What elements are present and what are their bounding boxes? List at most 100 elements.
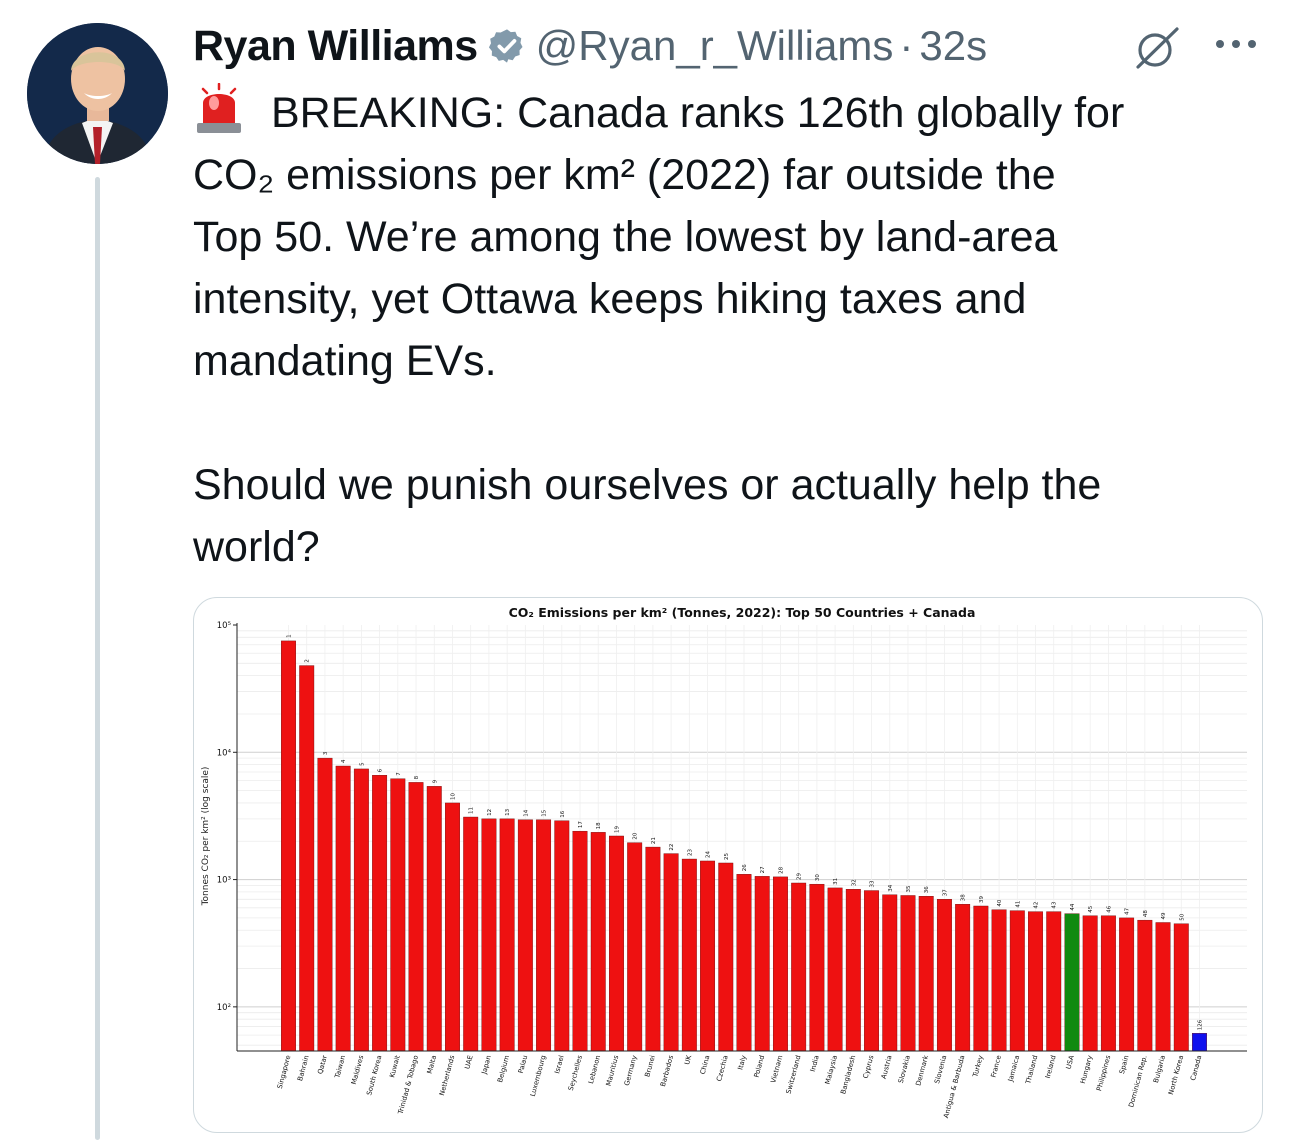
- bar-rank-label: 32: [851, 879, 857, 886]
- bar-jamaica: [1009, 910, 1025, 1052]
- tweet-question-line-2: world?: [193, 523, 320, 571]
- bar-rank-label: 11: [469, 807, 475, 814]
- x-tick-label: Thailand: [1024, 1054, 1040, 1085]
- x-tick-label: Hungary: [1079, 1054, 1094, 1084]
- more-options-icon[interactable]: [1212, 32, 1260, 56]
- x-tick-label: Palau: [517, 1054, 529, 1074]
- bar-singapore: [281, 640, 296, 1052]
- bar-rank-label: 26: [742, 864, 748, 871]
- bar-rank-label: 1: [287, 634, 293, 638]
- x-tick-label: Dominican Rep.: [1127, 1054, 1149, 1108]
- x-tick-label: Vietnam: [769, 1054, 784, 1084]
- tweet-question-line-1: Should we punish ourselves or actually h…: [193, 461, 1102, 509]
- x-tick-label: Qatar: [316, 1054, 329, 1075]
- x-tick-label: Jamaica: [1006, 1054, 1021, 1083]
- bar-seychelles: [572, 830, 588, 1052]
- bar-japan: [481, 818, 497, 1052]
- bar-bulgaria: [1155, 922, 1171, 1052]
- x-tick-label: Czechia: [715, 1054, 730, 1082]
- x-tick-label: Lebanon: [587, 1054, 602, 1084]
- bar-rank-label: 29: [797, 872, 803, 879]
- author-handle[interactable]: @Ryan_r_Williams: [535, 22, 894, 69]
- bar-italy: [736, 874, 752, 1052]
- x-tick-label: Belgium: [496, 1054, 511, 1083]
- bar-rank-label: 40: [997, 899, 1003, 906]
- bar-rank-label: 38: [961, 894, 967, 901]
- bar-slovakia: [900, 895, 916, 1052]
- bar-rank-label: 27: [760, 866, 766, 873]
- bar-rank-label: 30: [815, 874, 821, 881]
- bar-rank-label: 2: [305, 659, 311, 663]
- avatar[interactable]: [27, 23, 168, 164]
- tweet-line-5: mandating EVs.: [193, 337, 497, 385]
- author-name[interactable]: Ryan Williams: [193, 21, 478, 70]
- bar-south-korea: [372, 775, 388, 1052]
- thread-connector-line: [95, 177, 100, 1140]
- bar-france: [991, 909, 1007, 1052]
- bar-rank-label: 19: [614, 825, 620, 832]
- profile-photo: [27, 23, 168, 164]
- x-tick-label: China: [699, 1054, 712, 1075]
- media-card[interactable]: CO₂ Emissions per km² (Tonnes, 2022): To…: [193, 597, 1263, 1133]
- bar-rank-label: 45: [1088, 905, 1094, 912]
- x-tick-label: Switzerland: [785, 1054, 803, 1094]
- x-tick-label: Taiwan: [333, 1054, 347, 1079]
- bar-poland: [754, 876, 770, 1052]
- x-tick-label: Luxembourg: [529, 1054, 548, 1097]
- bar-ireland: [1046, 911, 1062, 1052]
- bar-netherlands: [445, 802, 460, 1052]
- tweet-line-1: BREAKING: Canada ranks 126th globally fo…: [193, 82, 1253, 144]
- x-tick-label: Mauritius: [605, 1054, 621, 1087]
- x-tick-label: Germany: [623, 1054, 639, 1086]
- bar-austria: [882, 894, 898, 1052]
- tweet-text: BREAKING: Canada ranks 126th globally fo…: [193, 82, 1253, 578]
- bar-belgium: [499, 818, 515, 1052]
- bar-rank-label: 18: [596, 822, 602, 829]
- bar-rank-label: 3: [323, 751, 329, 755]
- y-tick-label: 10⁴: [217, 748, 232, 758]
- bar-rank-label: 50: [1179, 913, 1185, 920]
- x-tick-label: France: [989, 1054, 1003, 1078]
- x-tick-label: Maldives: [350, 1054, 366, 1085]
- bar-maldives: [353, 768, 369, 1052]
- x-tick-label: North Korea: [1167, 1054, 1185, 1095]
- bar-rank-label: 37: [942, 889, 948, 896]
- bar-rank-label: 8: [414, 775, 420, 779]
- bar-vietnam: [772, 876, 788, 1052]
- x-tick-label: Israel: [553, 1054, 566, 1074]
- bar-rank-label: 49: [1161, 912, 1167, 919]
- bar-north-korea: [1173, 923, 1189, 1052]
- grok-icon[interactable]: [1133, 26, 1181, 70]
- bar-rank-label: 126: [1198, 1019, 1204, 1030]
- bar-bangladesh: [845, 889, 861, 1052]
- bar-cyprus: [864, 890, 879, 1052]
- bar-rank-label: 14: [523, 809, 529, 816]
- bar-rank-label: 7: [396, 772, 402, 776]
- verified-badge-icon[interactable]: [488, 27, 526, 65]
- bar-denmark: [918, 896, 934, 1052]
- x-tick-label: Slovenia: [933, 1054, 948, 1084]
- bar-rank-label: 28: [778, 866, 784, 873]
- bar-bahrain: [299, 665, 315, 1052]
- post-timestamp[interactable]: 32s: [919, 22, 988, 69]
- bar-rank-label: 6: [378, 768, 384, 772]
- police-light-emoji: [197, 83, 241, 133]
- x-tick-label: Seychelles: [567, 1054, 584, 1092]
- bar-palau: [517, 819, 533, 1052]
- x-tick-label: Japan: [480, 1054, 493, 1075]
- tweet-line-3: Top 50. We’re among the lowest by land-a…: [193, 213, 1058, 261]
- bar-czechia: [718, 862, 734, 1052]
- x-tick-label: Turkey: [971, 1054, 985, 1078]
- x-tick-label: UAE: [463, 1054, 474, 1070]
- bar-rank-label: 36: [924, 886, 930, 893]
- bar-rank-label: 13: [505, 808, 511, 815]
- x-tick-label: Ireland: [1044, 1054, 1058, 1079]
- x-tick-label: Malaysia: [824, 1054, 839, 1085]
- bar-israel: [554, 820, 570, 1052]
- bar-hungary: [1082, 915, 1098, 1052]
- bar-trinidad-tobago: [408, 782, 424, 1052]
- bar-rank-label: 34: [888, 884, 894, 891]
- x-tick-label: Bahrain: [296, 1054, 311, 1081]
- bar-rank-label: 39: [979, 895, 985, 902]
- x-tick-label: Trinidad & Tobago: [396, 1054, 420, 1116]
